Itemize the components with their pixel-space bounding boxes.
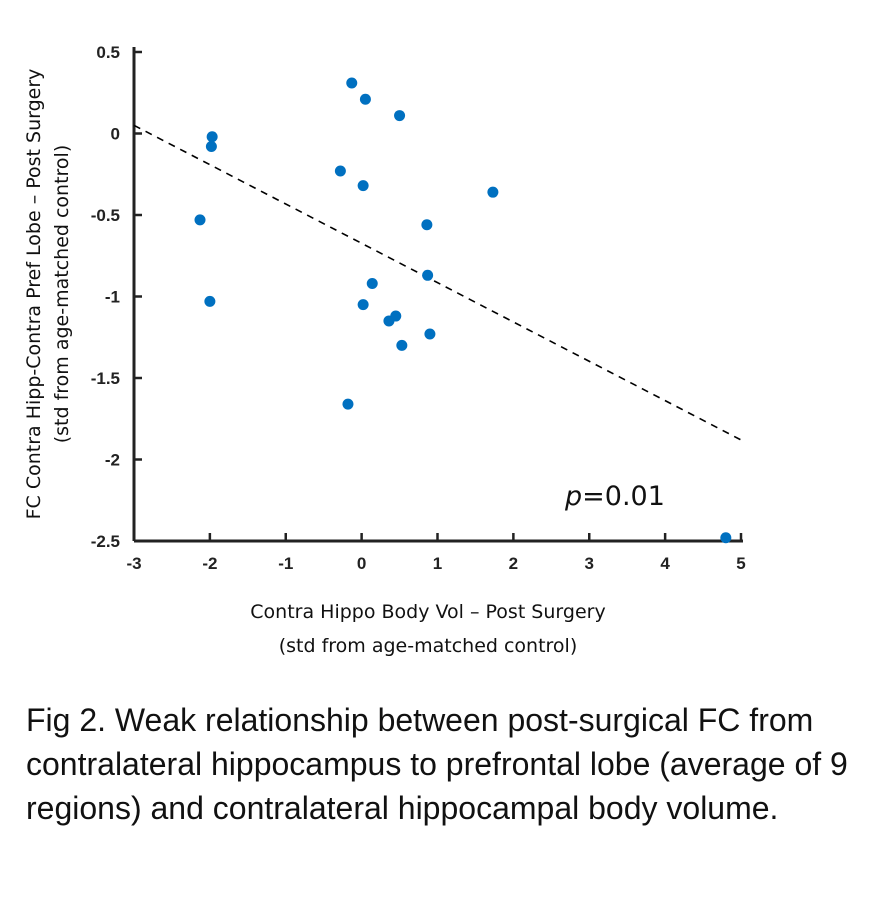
ticks: -3 -2 -1 0 1 2 3 4 5 0.5 0 -0.5 -1 -1.5 -2 -2.5 xyxy=(91,43,746,573)
p-value-annotation: p=0.01 xyxy=(564,481,665,512)
data-point xyxy=(334,165,346,177)
data-point xyxy=(394,110,406,122)
data-points xyxy=(194,77,732,544)
data-point xyxy=(359,93,371,105)
data-point xyxy=(204,295,216,307)
x-tick-label: 1 xyxy=(433,554,442,573)
x-tick-label: 0 xyxy=(357,554,366,573)
data-point xyxy=(342,398,354,410)
x-tick-label: 4 xyxy=(660,554,670,573)
data-point xyxy=(206,131,218,143)
y-tick-label: -2.5 xyxy=(91,532,120,551)
x-tick-label: 5 xyxy=(736,554,745,573)
x-axis-label-line1: Contra Hippo Body Vol – Post Surgery xyxy=(250,601,605,623)
x-tick-label: 2 xyxy=(509,554,518,573)
x-tick-label: -2 xyxy=(202,554,217,573)
data-point xyxy=(422,269,434,281)
y-tick-label: 0 xyxy=(111,125,120,144)
x-axis-label-line2: (std from age-matched control) xyxy=(279,635,578,657)
y-axis-label-line1: FC Contra Hipp-Contra Pref Lobe – Post S… xyxy=(23,69,45,520)
data-point xyxy=(357,299,369,311)
data-point xyxy=(396,339,408,351)
data-point xyxy=(346,77,358,89)
axes xyxy=(132,47,743,543)
data-point xyxy=(357,180,369,192)
y-axis-label-line2: (std from age-matched control) xyxy=(51,145,73,444)
x-tick-label: -1 xyxy=(278,554,293,573)
x-tick-label: -3 xyxy=(126,554,141,573)
data-point xyxy=(424,328,436,340)
y-tick-label: 0.5 xyxy=(96,43,120,62)
y-tick-label: -1.5 xyxy=(91,369,120,388)
y-tick-label: -2 xyxy=(105,451,120,470)
x-tick-label: 3 xyxy=(585,554,594,573)
data-point xyxy=(390,310,402,322)
scatter-chart: -3 -2 -1 0 1 2 3 4 50.50-0.5-1-1.5-2-2.5 p=0.01 … xyxy=(23,43,746,657)
figure-caption: Fig 2. Weak relationship between post-su… xyxy=(26,702,848,826)
data-point xyxy=(421,219,433,231)
y-tick-label: -1 xyxy=(105,288,120,307)
data-point xyxy=(366,277,378,289)
y-tick-label: -0.5 xyxy=(91,206,120,225)
data-point xyxy=(194,214,206,226)
trend-line xyxy=(133,124,742,441)
data-point xyxy=(205,141,217,153)
data-point xyxy=(487,186,499,198)
data-point xyxy=(720,532,732,544)
